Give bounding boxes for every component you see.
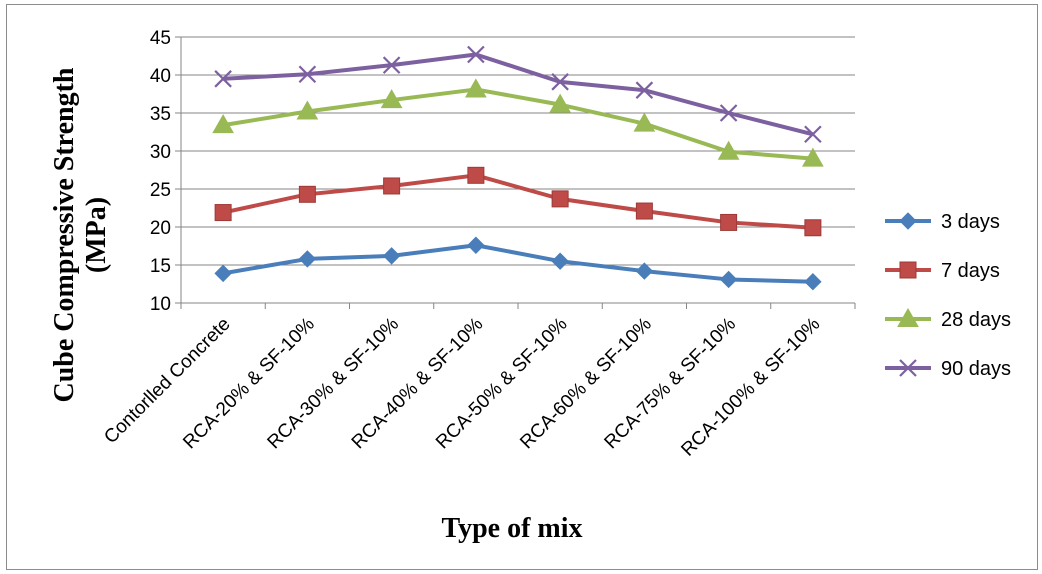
series-line: [222, 243, 813, 284]
square-marker: [214, 204, 232, 222]
x-marker: [298, 65, 317, 84]
diamond-marker: [467, 236, 485, 254]
diamond-marker: [551, 252, 569, 270]
legend-label: 3 days: [941, 211, 1000, 233]
chart-frame: 10 15 20 25 30 35 40 45 Contorlled Concrete RCA-2…: [6, 4, 1038, 570]
triangle-marker: [380, 89, 403, 109]
legend-item: 28 days: [885, 307, 1011, 331]
triangle-marker: [717, 140, 740, 160]
y-tick-label: 10: [150, 294, 171, 315]
square-marker: [720, 213, 738, 231]
x-marker: [719, 104, 738, 122]
y-axis-title-line1: Cube Compressive Strength: [49, 67, 80, 402]
x-marker: [899, 359, 917, 377]
diamond-marker: [298, 250, 317, 268]
x-marker: [551, 73, 569, 91]
series-lines: [212, 45, 824, 291]
triangle-marker: [633, 112, 656, 132]
legend-item: 3 days: [885, 211, 1000, 233]
square-marker: [635, 202, 653, 220]
x-marker: [635, 81, 654, 99]
legend-label: 90 days: [941, 358, 1011, 380]
diamond-marker: [804, 273, 822, 291]
x-marker: [214, 70, 232, 88]
series-line: [222, 173, 814, 230]
y-tick-label: 35: [150, 104, 171, 125]
diamond-marker: [214, 264, 232, 283]
x-marker: [467, 45, 485, 64]
y-tick-label: 25: [150, 180, 171, 201]
diamond-marker: [719, 270, 738, 289]
diamond-marker: [899, 212, 917, 230]
x-marker: [382, 56, 401, 74]
series-7-days: [214, 166, 822, 237]
triangle-marker: [897, 307, 919, 327]
series-line: [222, 87, 814, 161]
diamond-marker: [635, 262, 654, 280]
axes: [175, 36, 856, 309]
triangle-marker: [802, 147, 824, 167]
legend-item: 7 days: [885, 260, 1000, 282]
square-marker: [467, 166, 485, 184]
square-marker: [899, 261, 917, 279]
y-tick-label: 30: [150, 142, 171, 163]
legend-item: 90 days: [885, 358, 1011, 380]
triangle-marker: [549, 93, 571, 113]
x-category-label: RCA-100% & SF-10%: [677, 314, 824, 461]
legend-label: 28 days: [941, 309, 1011, 331]
y-tick-label: 40: [150, 66, 171, 87]
triangle-marker: [465, 78, 487, 98]
y-tick-label: 45: [150, 28, 171, 49]
series-3-days: [214, 236, 822, 291]
series-28-days: [212, 78, 824, 167]
y-tick-label: 20: [150, 218, 171, 239]
legend: 3 days 7 days 28 days 90 days: [885, 211, 1011, 380]
square-marker: [551, 190, 569, 208]
y-axis-title-line2: (MPa): [81, 197, 112, 273]
triangle-marker: [212, 114, 234, 134]
x-axis-title: Type of mix: [441, 513, 582, 544]
square-marker: [804, 219, 822, 237]
triangle-marker: [296, 100, 319, 120]
diamond-marker: [382, 247, 401, 265]
square-marker: [298, 185, 316, 203]
series-line: [223, 52, 814, 137]
x-marker: [804, 125, 822, 144]
legend-label: 7 days: [941, 260, 1000, 282]
series-90-days: [214, 45, 822, 144]
square-marker: [383, 177, 401, 195]
y-tick-label: 15: [150, 256, 171, 277]
